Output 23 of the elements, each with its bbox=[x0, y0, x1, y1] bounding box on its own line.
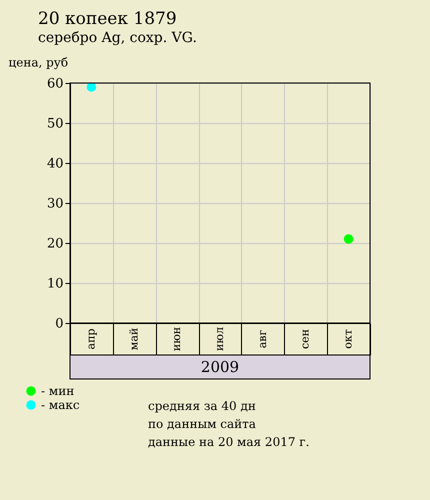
y-tick-label: 20 bbox=[46, 236, 64, 252]
x-tick-label: май bbox=[127, 328, 140, 350]
text: по данным сайта bbox=[148, 417, 256, 431]
x-tick-label: июл bbox=[213, 327, 226, 351]
y-tick-label: 50 bbox=[46, 116, 64, 132]
y-axis-title: цена, руб bbox=[8, 56, 68, 70]
legend-label: - макс bbox=[41, 398, 80, 412]
x-tick-label: июн bbox=[170, 326, 184, 352]
x-tick-label: авг bbox=[256, 330, 269, 348]
x-axis-title: 2009 bbox=[200, 358, 240, 376]
x-tick-label: сен bbox=[298, 328, 312, 350]
y-tick-label: 60 bbox=[46, 76, 64, 92]
x-tick-label: окт bbox=[342, 329, 355, 349]
y-tick-label: 30 bbox=[46, 196, 64, 212]
legend-label: - мин bbox=[41, 384, 74, 398]
y-tick-label: 10 bbox=[46, 276, 64, 292]
chart-title: 20 копеек 1879 bbox=[38, 9, 177, 29]
y-tick-label: 0 bbox=[55, 316, 64, 332]
x-tick-label: апр bbox=[84, 328, 98, 350]
text: данные на 20 мая 2017 г. bbox=[148, 435, 310, 449]
chart-subtitle: серебро Ag, сохр. VG. bbox=[38, 30, 197, 46]
text: средняя за 40 дн bbox=[148, 399, 256, 413]
y-tick-label: 40 bbox=[46, 156, 64, 172]
